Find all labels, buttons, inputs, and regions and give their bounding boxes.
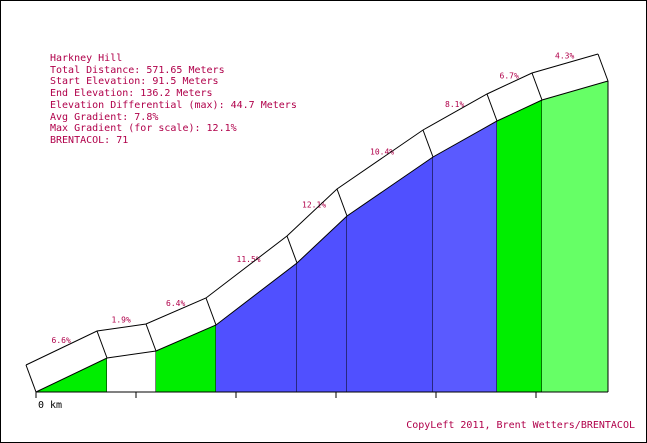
segment-fill-3	[156, 325, 216, 392]
segment-fill-8	[497, 100, 542, 392]
ribbon-edge-8	[486, 93, 498, 122]
stat-brentacol: BRENTACOL: 71	[50, 134, 129, 146]
ride-info: Harkney Hill Total Distance: 571.65 Meter…	[50, 53, 297, 147]
ribbon-edge-4	[205, 297, 217, 326]
segment-fill-4	[216, 263, 297, 392]
stat-start-elevation: Start Elevation: 91.5 Meters	[50, 76, 219, 88]
stat-end-elevation: End Elevation: 136.2 Meters	[50, 88, 213, 100]
ribbon-edge-3	[145, 323, 157, 352]
stat-max-gradient: Max Gradient (for scale): 12.1%	[50, 123, 237, 135]
hill-title: Harkney Hill	[50, 53, 123, 64]
stat-avg-gradient: Avg Gradient: 7.8%	[50, 111, 159, 123]
grade-label-8: 6.7%	[500, 72, 519, 81]
stat-elevation-differential: Elevation Differential (max): 44.7 Meter…	[50, 99, 297, 111]
ribbon-top-line	[25, 53, 599, 366]
stat-total-distance: Total Distance: 571.65 Meters	[50, 64, 225, 76]
x-axis-start-label: 0 km	[38, 400, 63, 411]
segment-fill-5	[297, 216, 347, 392]
segment-fill-2	[107, 351, 156, 392]
grade-label-1: 6.6%	[52, 336, 71, 345]
grade-label-9: 4.3%	[555, 52, 574, 61]
grade-label-7: 8.1%	[445, 100, 464, 109]
grade-label-6: 10.4%	[370, 148, 394, 157]
ribbon-edge-5	[286, 235, 298, 264]
segment-fill-7	[433, 121, 497, 392]
grade-label-5: 12.1%	[302, 201, 326, 210]
grade-label-3: 6.4%	[166, 299, 185, 308]
ribbon-edge-1	[25, 364, 37, 393]
ribbon-edge-9	[531, 72, 543, 101]
ribbon-edge-7	[422, 129, 434, 158]
ribbon-edge-2	[96, 330, 108, 359]
segment-fill-6	[347, 157, 433, 392]
ribbon-edge-6	[336, 188, 348, 217]
segment-fill-9	[542, 81, 608, 392]
grade-label-2: 1.9%	[112, 316, 131, 325]
ribbon-edge-end	[597, 53, 609, 82]
copyright-credit: CopyLeft 2011, Brent Wetters/BRENTACOL	[406, 420, 635, 431]
grade-label-4: 11.5%	[237, 255, 261, 264]
profile-line	[35, 80, 609, 393]
